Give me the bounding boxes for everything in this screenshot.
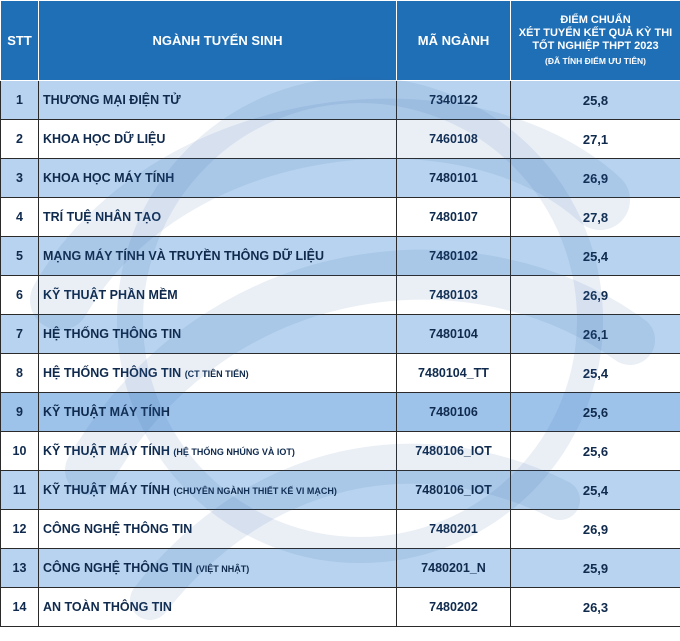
row-major: KỸ THUẬT MÁY TÍNH (HỆ THỐNG NHÚNG VÀ IOT… bbox=[38, 431, 397, 471]
row-code: 7480106_IOT bbox=[396, 431, 511, 471]
row-stt: 6 bbox=[0, 275, 39, 315]
row-major-name: KHOA HỌC DỮ LIỆU bbox=[43, 132, 166, 146]
header-code: MÃ NGÀNH bbox=[396, 0, 511, 81]
table-row: 6 KỸ THUẬT PHẦN MỀM 7480103 26,9 bbox=[0, 275, 680, 315]
table-row: 7 HỆ THỐNG THÔNG TIN 7480104 26,1 bbox=[0, 314, 680, 354]
admission-score-table: STT NGÀNH TUYỂN SINH MÃ NGÀNH ĐIỂM CHUẨN… bbox=[0, 0, 680, 627]
row-major: KHOA HỌC DỮ LIỆU bbox=[38, 119, 397, 159]
table-row: 9 KỸ THUẬT MÁY TÍNH 7480106 25,6 bbox=[0, 392, 680, 432]
table-row: 14 AN TOÀN THÔNG TIN 7480202 26,3 bbox=[0, 587, 680, 627]
row-stt: 4 bbox=[0, 197, 39, 237]
table-row: 8 HỆ THỐNG THÔNG TIN (CT TIÊN TIẾN) 7480… bbox=[0, 353, 680, 393]
row-code: 7480201_N bbox=[396, 548, 511, 588]
row-score: 25,4 bbox=[510, 470, 680, 510]
row-score: 25,6 bbox=[510, 431, 680, 471]
row-score: 26,9 bbox=[510, 275, 680, 315]
row-major: HỆ THỐNG THÔNG TIN (CT TIÊN TIẾN) bbox=[38, 353, 397, 393]
row-code: 7460108 bbox=[396, 119, 511, 159]
table-row: 12 CÔNG NGHỆ THÔNG TIN 7480201 26,9 bbox=[0, 509, 680, 549]
row-code: 7480202 bbox=[396, 587, 511, 627]
row-major: KỸ THUẬT MÁY TÍNH (CHUYÊN NGÀNH THIẾT KẾ… bbox=[38, 470, 397, 510]
row-stt: 11 bbox=[0, 470, 39, 510]
row-major-note: (VIỆT NHẬT) bbox=[195, 564, 250, 574]
table-row: 1 THƯƠNG MẠI ĐIỆN TỬ 7340122 25,8 bbox=[0, 80, 680, 120]
row-major-note: (CHUYÊN NGÀNH THIẾT KẾ VI MẠCH) bbox=[173, 486, 337, 496]
row-code: 7340122 bbox=[396, 80, 511, 120]
row-major-name: CÔNG NGHỆ THÔNG TIN bbox=[43, 561, 193, 575]
row-code: 7480103 bbox=[396, 275, 511, 315]
row-major-name: CÔNG NGHỆ THÔNG TIN bbox=[43, 522, 193, 536]
row-major-name: KỸ THUẬT MÁY TÍNH bbox=[43, 483, 170, 497]
header-stt: STT bbox=[0, 0, 39, 81]
row-code: 7480106_IOT bbox=[396, 470, 511, 510]
row-major-name: KỸ THUẬT MÁY TÍNH bbox=[43, 405, 170, 419]
row-major: AN TOÀN THÔNG TIN bbox=[38, 587, 397, 627]
row-stt: 8 bbox=[0, 353, 39, 393]
row-stt: 1 bbox=[0, 80, 39, 120]
row-code: 7480106 bbox=[396, 392, 511, 432]
row-score: 25,6 bbox=[510, 392, 680, 432]
row-major: MẠNG MÁY TÍNH VÀ TRUYỀN THÔNG DỮ LIỆU bbox=[38, 236, 397, 276]
row-major: TRÍ TUỆ NHÂN TẠO bbox=[38, 197, 397, 237]
row-major: KHOA HỌC MÁY TÍNH bbox=[38, 158, 397, 198]
row-code: 7480201 bbox=[396, 509, 511, 549]
row-stt: 3 bbox=[0, 158, 39, 198]
header-score-line1: ĐIỂM CHUẨN bbox=[560, 13, 631, 26]
row-major-note: (CT TIÊN TIẾN) bbox=[184, 369, 249, 379]
row-major-name: TRÍ TUỆ NHÂN TẠO bbox=[43, 210, 162, 224]
row-major-name: HỆ THỐNG THÔNG TIN bbox=[43, 366, 182, 380]
row-stt: 12 bbox=[0, 509, 39, 549]
header-score-note: (ĐÃ TÍNH ĐIỂM ƯU TIÊN) bbox=[544, 55, 647, 66]
row-code: 7480107 bbox=[396, 197, 511, 237]
row-score: 26,9 bbox=[510, 158, 680, 198]
table-row: 10 KỸ THUẬT MÁY TÍNH (HỆ THỐNG NHÚNG VÀ … bbox=[0, 431, 680, 471]
row-code: 7480101 bbox=[396, 158, 511, 198]
table-row: 5 MẠNG MÁY TÍNH VÀ TRUYỀN THÔNG DỮ LIỆU … bbox=[0, 236, 680, 276]
header-score: ĐIỂM CHUẨN XÉT TUYỂN KẾT QUẢ KỲ THI TỐT … bbox=[510, 0, 680, 81]
row-stt: 10 bbox=[0, 431, 39, 471]
row-major: CÔNG NGHỆ THÔNG TIN (VIỆT NHẬT) bbox=[38, 548, 397, 588]
header-score-line2: XÉT TUYỂN KẾT QUẢ KỲ THI bbox=[518, 26, 673, 39]
table-row: 11 KỸ THUẬT MÁY TÍNH (CHUYÊN NGÀNH THIẾT… bbox=[0, 470, 680, 510]
header-score-line3: TỐT NGHIỆP THPT 2023 bbox=[532, 39, 659, 52]
row-major: KỸ THUẬT PHẦN MỀM bbox=[38, 275, 397, 315]
row-score: 25,9 bbox=[510, 548, 680, 588]
row-major: HỆ THỐNG THÔNG TIN bbox=[38, 314, 397, 354]
row-score: 27,1 bbox=[510, 119, 680, 159]
table-row: 13 CÔNG NGHỆ THÔNG TIN (VIỆT NHẬT) 74802… bbox=[0, 548, 680, 588]
row-stt: 13 bbox=[0, 548, 39, 588]
row-major-note: (HỆ THỐNG NHÚNG VÀ IOT) bbox=[173, 447, 295, 457]
row-stt: 2 bbox=[0, 119, 39, 159]
row-major: CÔNG NGHỆ THÔNG TIN bbox=[38, 509, 397, 549]
row-score: 26,3 bbox=[510, 587, 680, 627]
row-stt: 7 bbox=[0, 314, 39, 354]
row-code: 7480102 bbox=[396, 236, 511, 276]
row-major-name: MẠNG MÁY TÍNH VÀ TRUYỀN THÔNG DỮ LIỆU bbox=[43, 249, 324, 263]
row-code: 7480104 bbox=[396, 314, 511, 354]
table-header-row: STT NGÀNH TUYỂN SINH MÃ NGÀNH ĐIỂM CHUẨN… bbox=[0, 0, 680, 81]
header-major: NGÀNH TUYỂN SINH bbox=[38, 0, 397, 81]
row-stt: 14 bbox=[0, 587, 39, 627]
row-major-name: KỸ THUẬT MÁY TÍNH bbox=[43, 444, 170, 458]
row-stt: 9 bbox=[0, 392, 39, 432]
row-score: 26,9 bbox=[510, 509, 680, 549]
row-score: 25,4 bbox=[510, 353, 680, 393]
row-major: THƯƠNG MẠI ĐIỆN TỬ bbox=[38, 80, 397, 120]
row-score: 27,8 bbox=[510, 197, 680, 237]
row-major-name: KHOA HỌC MÁY TÍNH bbox=[43, 171, 175, 185]
table-row: 2 KHOA HỌC DỮ LIỆU 7460108 27,1 bbox=[0, 119, 680, 159]
table-row: 4 TRÍ TUỆ NHÂN TẠO 7480107 27,8 bbox=[0, 197, 680, 237]
row-stt: 5 bbox=[0, 236, 39, 276]
row-major-name: KỸ THUẬT PHẦN MỀM bbox=[43, 288, 178, 302]
table-row: 3 KHOA HỌC MÁY TÍNH 7480101 26,9 bbox=[0, 158, 680, 198]
row-score: 26,1 bbox=[510, 314, 680, 354]
row-major-name: HỆ THỐNG THÔNG TIN bbox=[43, 327, 182, 341]
row-major-name: AN TOÀN THÔNG TIN bbox=[43, 600, 172, 614]
row-code: 7480104_TT bbox=[396, 353, 511, 393]
row-score: 25,4 bbox=[510, 236, 680, 276]
row-major: KỸ THUẬT MÁY TÍNH bbox=[38, 392, 397, 432]
row-score: 25,8 bbox=[510, 80, 680, 120]
row-major-name: THƯƠNG MẠI ĐIỆN TỬ bbox=[43, 93, 181, 107]
